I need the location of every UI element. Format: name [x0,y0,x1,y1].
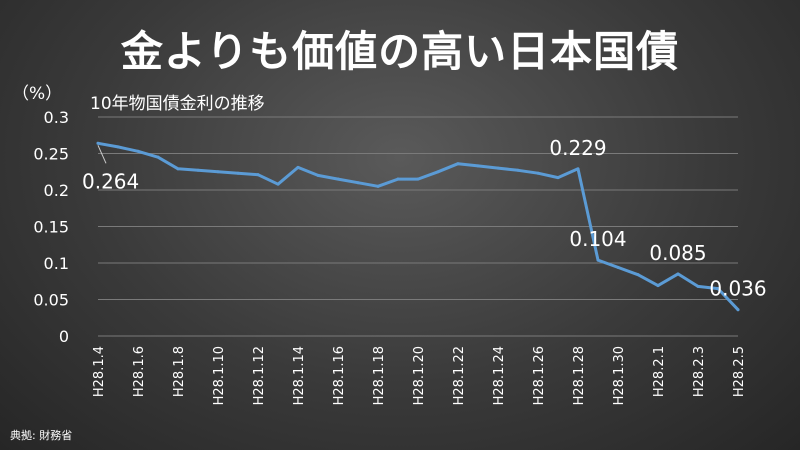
data-point [296,165,300,169]
data-point [696,284,700,288]
data-point [156,155,160,159]
data-point [356,181,360,185]
data-point [236,171,240,175]
x-tick-label: H28.1.24 [492,346,507,405]
data-point [316,173,320,177]
x-tick-label: H28.1.10 [212,346,227,405]
data-point [136,149,140,153]
data-point [336,177,340,181]
data-point [216,170,220,174]
data-label: 0.264 [82,169,139,193]
data-point [256,173,260,177]
data-label: 0.104 [569,227,626,251]
y-tick-label: 0.2 [44,181,69,200]
y-tick-label: 0.1 [44,254,69,273]
x-tick-label: H28.1.20 [412,346,427,405]
x-tick-label: H28.1.26 [532,346,547,405]
y-tick-label: 0.15 [33,218,69,237]
y-tick-label: 0 [59,327,69,346]
source-note: 典拠: 財務省 [10,429,73,442]
data-point [596,258,600,262]
data-point [436,170,440,174]
data-point [616,265,620,269]
x-tick-label: H28.1.8 [172,346,187,397]
y-axis-unit-label: （%） [12,84,63,104]
x-tick-label: H28.1.30 [612,346,627,405]
data-point [516,168,520,172]
data-point [376,184,380,188]
data-point [676,272,680,276]
x-tick-label: H28.2.5 [732,346,747,397]
data-label: 0.229 [549,136,606,160]
y-tick-label: 0.3 [44,108,69,127]
x-tick-label: H28.1.22 [452,346,467,405]
chart-subtitle: 10年物国債金利の推移 [90,94,265,114]
data-point [476,164,480,168]
data-point [276,182,280,186]
y-tick-label: 0.05 [33,291,69,310]
data-point [576,167,580,171]
x-tick-label: H28.1.4 [92,346,107,397]
annotation-leader-line [97,145,107,164]
x-tick-label: H28.1.6 [132,346,147,397]
data-point [496,166,500,170]
data-point [736,308,740,312]
x-tick-label: H28.1.16 [332,346,347,405]
x-tick-label: H28.1.12 [252,346,267,405]
data-point [656,284,660,288]
data-point [116,145,120,149]
y-tick-label: 0.25 [33,145,69,164]
data-point [416,177,420,181]
data-point [196,168,200,172]
data-point [456,162,460,166]
data-point [556,176,560,180]
data-point [716,287,720,291]
data-label: 0.085 [649,241,706,265]
data-point [536,171,540,175]
data-point [396,177,400,181]
data-point [636,273,640,277]
data-point [96,141,100,145]
chart-title: 金よりも価値の高い日本国債 [120,27,680,76]
x-tick-label: H28.1.14 [292,346,307,405]
x-tick-label: H28.2.1 [652,346,667,397]
data-label: 0.036 [709,277,766,301]
data-point [176,167,180,171]
x-tick-label: H28.1.18 [372,346,387,405]
x-tick-label: H28.1.28 [572,346,587,405]
x-tick-label: H28.2.3 [692,346,707,397]
